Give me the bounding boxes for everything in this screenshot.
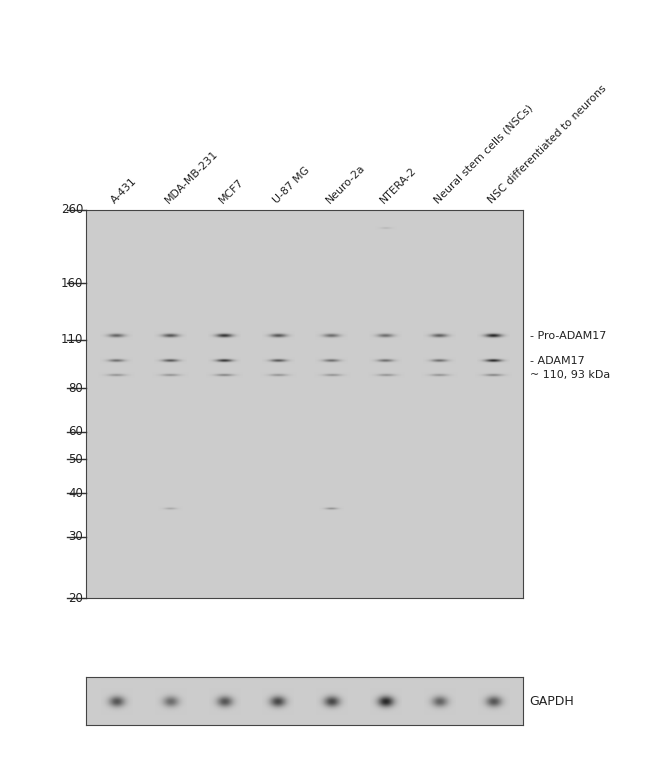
Text: Neuro-2a: Neuro-2a <box>325 163 367 206</box>
Text: NSC differentiated to neurons: NSC differentiated to neurons <box>486 84 608 206</box>
Text: 30: 30 <box>68 530 83 543</box>
Text: 40: 40 <box>68 487 83 500</box>
Text: 260: 260 <box>61 203 83 216</box>
Text: U-87 MG: U-87 MG <box>271 165 311 206</box>
Text: MDA-MB-231: MDA-MB-231 <box>163 149 220 206</box>
Text: - Pro-ADAM17: - Pro-ADAM17 <box>530 331 606 341</box>
Text: 50: 50 <box>68 453 83 466</box>
Text: 80: 80 <box>68 382 83 395</box>
Text: - ADAM17: - ADAM17 <box>530 356 584 366</box>
Text: 160: 160 <box>61 277 83 290</box>
Text: 60: 60 <box>68 425 83 438</box>
Text: 110: 110 <box>61 334 83 347</box>
Text: GAPDH: GAPDH <box>530 695 575 708</box>
Text: NTERA-2: NTERA-2 <box>378 165 419 206</box>
Text: MCF7: MCF7 <box>217 178 246 206</box>
Text: 20: 20 <box>68 591 83 605</box>
Text: A-431: A-431 <box>109 176 139 206</box>
Text: ~ 110, 93 kDa: ~ 110, 93 kDa <box>530 370 610 380</box>
Text: Neural stem cells (NSCs): Neural stem cells (NSCs) <box>432 103 535 206</box>
